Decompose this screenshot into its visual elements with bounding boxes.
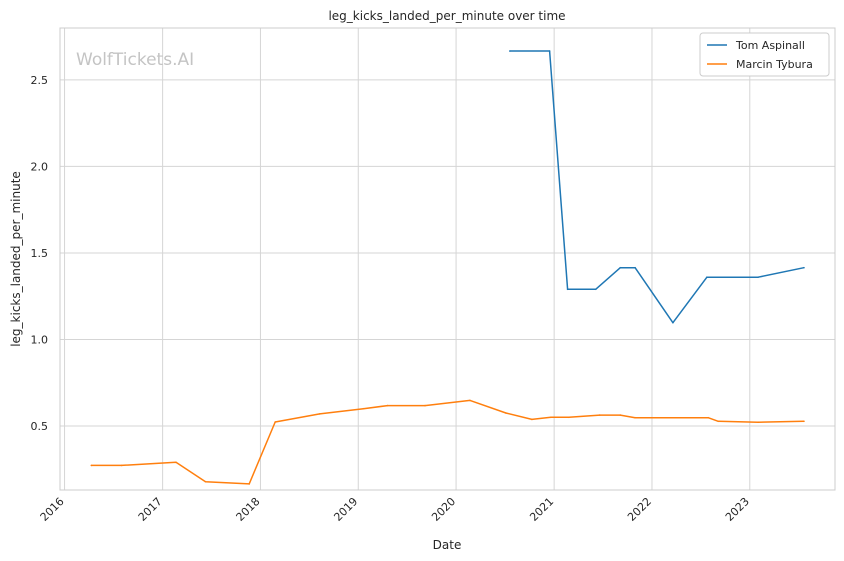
data-point-0-9 — [803, 266, 805, 269]
chart-title: leg_kicks_landed_per_minute over time — [328, 9, 565, 23]
legend-box — [699, 32, 830, 77]
legend: Tom Aspinall Marcin Tybura — [699, 32, 830, 77]
plot-frame — [59, 27, 836, 491]
data-point-0-2 — [566, 288, 569, 291]
data-point-0-1 — [548, 50, 551, 52]
data-point-1-12 — [531, 418, 533, 421]
data-point-1-20 — [757, 421, 759, 424]
x-tick-labels: 2016 2017 2018 2019 2020 2021 2022 2023 — [38, 495, 752, 524]
data-point-1-3 — [204, 480, 207, 483]
data-point-0-5 — [634, 266, 636, 269]
series-line-0 — [509, 50, 805, 324]
data-point-1-17 — [634, 416, 636, 419]
plot-area — [60, 28, 835, 490]
y-axis-label: leg_kicks_landed_per_minute — [9, 171, 23, 347]
data-point-1-18 — [707, 416, 709, 419]
data-point-0-6 — [672, 321, 674, 324]
data-point-1-8 — [386, 404, 389, 407]
data-point-1-11 — [505, 412, 507, 414]
data-point-1-15 — [598, 414, 601, 416]
data-point-1-0 — [90, 464, 93, 467]
x-tick-label: 2023 — [723, 495, 752, 524]
x-gridlines — [64, 28, 751, 490]
y-tick-label: 2.5 — [31, 74, 49, 87]
data-point-1-10 — [469, 399, 471, 402]
data-point-1-2 — [175, 461, 177, 464]
legend-label-0: Tom Aspinall — [735, 39, 805, 52]
y-tick-label: 2.0 — [31, 160, 49, 173]
data-point-0-4 — [619, 266, 622, 269]
data-point-1-21 — [803, 420, 805, 423]
x-axis-label: Date — [433, 538, 462, 552]
watermark: WolfTickets.AI — [76, 50, 194, 70]
data-point-0-8 — [757, 276, 759, 279]
data-point-1-1 — [120, 464, 123, 467]
x-tick-label: 2017 — [136, 495, 165, 524]
legend-label-1: Marcin Tybura — [736, 58, 813, 71]
series-layer — [90, 50, 805, 485]
x-tick-label: 2021 — [527, 495, 556, 524]
x-tick-label: 2018 — [234, 495, 263, 524]
data-point-1-7 — [362, 407, 365, 410]
x-tick-label: 2019 — [331, 495, 360, 524]
series-line-1 — [90, 399, 805, 485]
data-point-1-13 — [550, 416, 552, 419]
y-gridlines — [60, 79, 835, 427]
data-point-0-3 — [594, 288, 597, 291]
x-tick-label: 2020 — [429, 495, 458, 524]
data-point-1-6 — [318, 413, 321, 415]
data-point-0-0 — [509, 50, 511, 52]
data-point-1-9 — [424, 404, 426, 407]
data-point-1-5 — [274, 421, 277, 423]
y-tick-label: 1.5 — [31, 247, 49, 260]
data-point-1-19 — [717, 420, 719, 423]
data-point-0-7 — [706, 276, 708, 279]
y-tick-labels: 0.5 1.0 1.5 2.0 2.5 — [31, 74, 49, 433]
data-point-1-16 — [619, 414, 622, 416]
y-tick-label: 0.5 — [31, 420, 49, 433]
y-tick-label: 1.0 — [31, 333, 49, 346]
data-point-1-4 — [248, 483, 250, 485]
x-tick-label: 2016 — [38, 495, 67, 524]
x-tick-label: 2022 — [625, 495, 654, 524]
data-point-1-14 — [568, 416, 570, 419]
